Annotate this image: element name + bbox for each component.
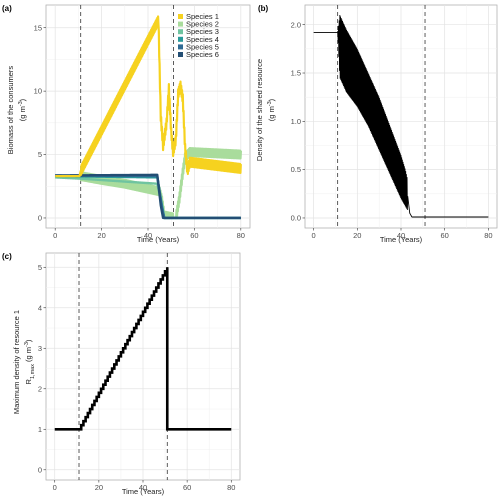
panel-c-tick-label-x: 20 — [95, 483, 103, 492]
panel-a-ylabel-exponent: -3 — [18, 101, 24, 106]
panel-c-tick-label-y: 1 — [38, 425, 42, 434]
legend-swatch-species-1 — [178, 14, 183, 19]
panel-b-xlabel: Time (Years) — [380, 235, 423, 244]
panel-c-tick-label-x: 60 — [183, 483, 191, 492]
panel-b-tick-label-x: 0 — [312, 231, 316, 240]
panel-c-plot: 0 20 40 60 80 0 1 2 3 4 5 — [38, 252, 241, 492]
legend-label-species-3: Species 3 — [186, 27, 219, 36]
panel-a-ylabel-close: ) — [18, 98, 27, 101]
panel-a-tick-label-x: 0 — [53, 231, 57, 240]
panel-b-tick-label-y: 1.5 — [291, 69, 301, 78]
panel-b-tick-label-y: 2.0 — [291, 20, 301, 29]
panel-b-tick-label-x: 80 — [484, 231, 492, 240]
panel-a-tick-label-x: 80 — [237, 231, 245, 240]
legend-label-species-1: Species 1 — [186, 12, 219, 21]
panel-c-ylabel-exponent: -3 — [24, 342, 30, 347]
panel-c-tick-label-x: 40 — [139, 483, 147, 492]
legend-swatch-species-5 — [178, 44, 183, 50]
panel-c-ylabel-subscript: 1,max — [30, 364, 36, 379]
panel-a-tick-label-x: 20 — [97, 231, 105, 240]
series-line-max-density — [54, 267, 232, 431]
panel-a-tick-label-x: 60 — [190, 231, 198, 240]
legend-swatch-species-3 — [178, 29, 183, 35]
legend-swatch-species-6 — [178, 52, 183, 57]
panel-b-ylabel-exponent: -3 — [267, 101, 273, 106]
legend-swatch-species-2 — [178, 21, 183, 27]
legend-label-species-4: Species 4 — [186, 35, 219, 44]
panel-a-tick-label-y: 10 — [34, 87, 42, 96]
panel-a-tick-label-y: 15 — [34, 23, 42, 32]
panel-b-ylabel-line1: Density of the shared resource — [255, 59, 264, 161]
panel-b-tick-label-x: 20 — [353, 231, 361, 240]
panel-c-ylabel-close: ) — [24, 339, 33, 342]
panel-a-tag: (a) — [2, 4, 12, 13]
series-line-species-1 — [54, 15, 242, 178]
panel-c-xlabel: Time (Years) — [122, 487, 165, 496]
series-line-species-2 — [54, 147, 243, 220]
panel-a-tick-label-y: 5 — [38, 150, 42, 159]
panel-b-ylabel-line2: (g m-3) — [267, 98, 276, 121]
panel-c-tick-label-x: 80 — [227, 483, 235, 492]
panel-c-tick-label-y: 2 — [38, 384, 42, 393]
panel-a-tick-label-x: 40 — [144, 231, 152, 240]
panel-c-tag: (c) — [2, 252, 12, 261]
panel-b-tag: (b) — [258, 4, 269, 13]
legend-label-species-6: Species 6 — [186, 50, 219, 59]
panel-c: (c) 0 20 40 60 80 0 1 2 3 4 5 Time (Years) Maximum… — [2, 252, 241, 496]
panel-c-ylabel-line2: R1,max (g m-3) — [24, 339, 36, 384]
panel-c-tick-label-x: 0 — [53, 483, 57, 492]
panel-a-ylabel-unit: (g m — [18, 106, 27, 121]
panel-a-ylabel-line2: (g m-3) — [18, 98, 27, 121]
panel-c-tick-label-y: 0 — [38, 465, 42, 474]
panel-a-ylabel-line1: Biomass of the consumers — [6, 66, 15, 155]
panel-b-tick-label-x: 60 — [441, 231, 449, 240]
series-line-species-6 — [54, 173, 242, 220]
panel-b-tick-label-y: 0.0 — [291, 214, 301, 223]
panel-b-ylabel-unit: (g m — [267, 106, 276, 121]
panel-c-ylabel-unit: (g m — [24, 347, 33, 364]
legend-label-species-2: Species 2 — [186, 20, 219, 29]
panel-b-tick-label-y: 1.0 — [291, 117, 301, 126]
panel-b-tick-label-y: 0.5 — [291, 165, 301, 174]
panel-c-tick-label-y: 3 — [38, 344, 42, 353]
panel-c-ylabel-r: R — [24, 378, 33, 384]
panel-a-tick-label-y: 0 — [38, 214, 42, 223]
panel-b-plot: 0 20 40 60 80 0.0 0.5 1.0 1.5 2.0 — [291, 4, 498, 240]
panel-b-ylabel-close: ) — [267, 98, 276, 101]
panel-b-tick-label-x: 40 — [397, 231, 405, 240]
panel-c-tick-label-y: 5 — [38, 263, 42, 272]
legend-swatch-species-4 — [178, 36, 183, 42]
panel-b: (b) 0 20 40 60 80 0.0 0.5 1.0 1.5 2.0 Time (Years… — [255, 4, 498, 244]
panel-c-tick-label-y: 4 — [38, 303, 42, 312]
panel-c-ylabel-line1: Maximum density of resource 1 — [12, 310, 21, 414]
panel-a-xlabel: Time (Years) — [137, 235, 180, 244]
legend-label-species-5: Species 5 — [186, 42, 219, 51]
series-line-shared-resource — [313, 15, 489, 218]
